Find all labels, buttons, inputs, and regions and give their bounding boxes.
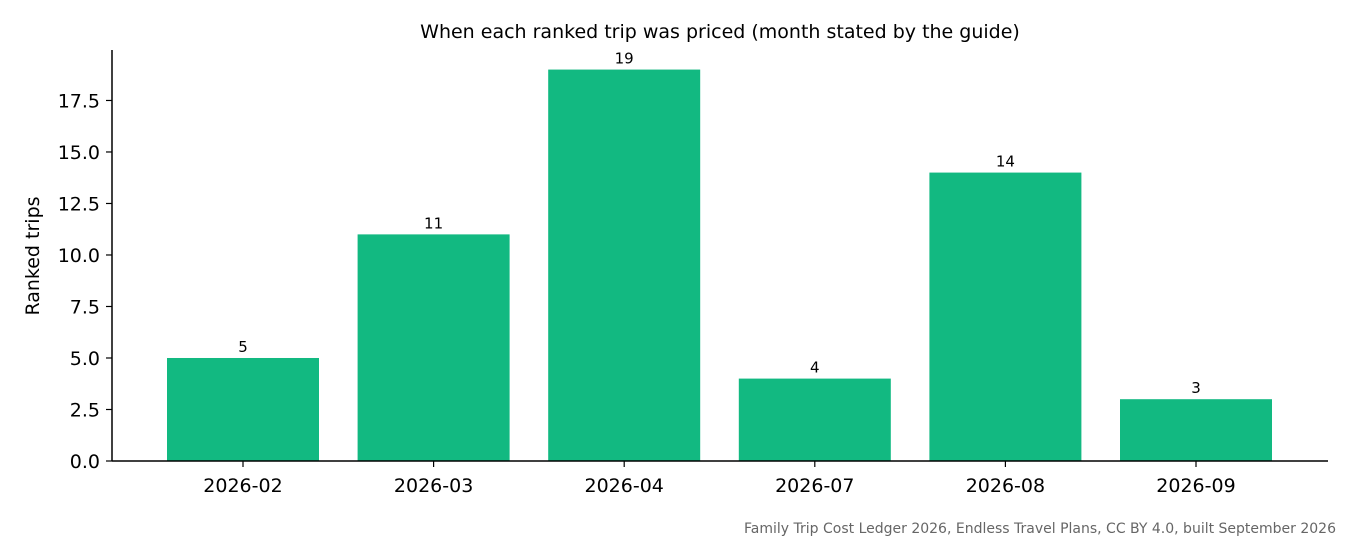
bar-value-label: 5	[238, 338, 248, 356]
x-tick-label: 2026-07	[775, 475, 854, 497]
labels-layer: 5 11 19 4 14 3	[238, 50, 1201, 398]
y-axis-label: Ranked trips	[22, 196, 44, 315]
bar-value-label: 11	[424, 214, 443, 232]
y-tick-label: 0.0	[70, 451, 100, 473]
ticks-layer: 0.0 2.5 5.0 7.5 10.0 12.5 15.0 17.5 2026-02 2026-…	[58, 90, 1236, 497]
bar-2026-09	[1120, 399, 1272, 461]
bars-layer	[167, 69, 1272, 462]
bar-value-label: 4	[810, 359, 820, 377]
bar-2026-07	[738, 378, 891, 461]
y-tick-label: 17.5	[58, 90, 100, 112]
bar-2026-08	[929, 172, 1082, 461]
y-tick-label: 15.0	[58, 142, 100, 164]
y-tick-label: 12.5	[58, 193, 100, 215]
y-tick-label: 7.5	[70, 296, 100, 318]
chart-title: When each ranked trip was priced (month …	[420, 21, 1020, 43]
source-caption: Family Trip Cost Ledger 2026, Endless Tr…	[744, 521, 1336, 537]
y-tick-label: 2.5	[70, 399, 100, 421]
bar-value-label: 14	[996, 153, 1015, 171]
x-tick-label: 2026-09	[1156, 475, 1235, 497]
y-tick-label: 5.0	[70, 348, 100, 370]
bar-2026-04	[548, 69, 701, 462]
y-tick-label: 10.0	[58, 245, 100, 267]
bar-2026-03	[357, 234, 510, 461]
x-tick-label: 2026-03	[394, 475, 473, 497]
bar-value-label: 19	[615, 50, 634, 68]
x-tick-label: 2026-08	[966, 475, 1045, 497]
x-tick-label: 2026-04	[585, 475, 664, 497]
bar-2026-02	[167, 357, 319, 461]
x-tick-label: 2026-02	[203, 475, 282, 497]
bar-value-label: 3	[1191, 379, 1201, 397]
